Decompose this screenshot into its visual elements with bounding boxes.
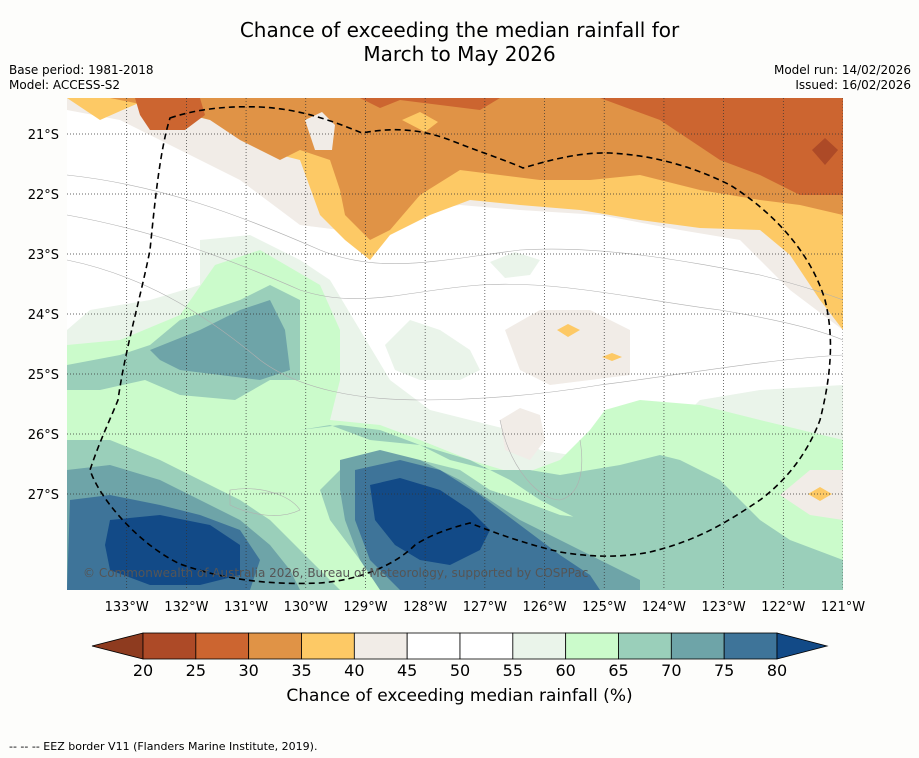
longitude-label: 124°W xyxy=(642,600,686,615)
colorbar-segment xyxy=(353,632,408,660)
colorbar-tick-label: 70 xyxy=(661,661,681,680)
colorbar: 20 25 30 35 40 45 50 55 60 65 70 75 80 xyxy=(91,632,829,680)
longitude-label: 126°W xyxy=(522,600,566,615)
zone-30-band-north xyxy=(360,98,500,110)
title-line-1: Chance of exceeding the median rainfall … xyxy=(239,18,680,42)
latitude-labels: 21°S 22°S 23°S 24°S 25°S 26°S 27°S xyxy=(28,128,59,503)
eez-border xyxy=(89,105,832,585)
probability-contours xyxy=(67,98,843,590)
colorbar-tick-label: 25 xyxy=(186,661,206,680)
colorbar-segment xyxy=(618,632,672,660)
zone-35-band xyxy=(110,98,843,240)
colorbar-segment xyxy=(406,632,461,660)
issued-label: Issued: 16/02/2026 xyxy=(795,78,911,92)
colorbar-over-arrow xyxy=(776,632,829,660)
latitude-label: 24°S xyxy=(28,308,59,323)
longitude-label: 133°W xyxy=(105,600,149,615)
zone-80-band-centre xyxy=(370,478,490,565)
zone-45-patch-north xyxy=(305,112,335,150)
colorbar-tick-label: 65 xyxy=(608,661,628,680)
zone-55-patch-centre xyxy=(385,320,480,380)
thin-contour-lines xyxy=(67,174,843,516)
longitude-labels: 133°W 132°W 131°W 130°W 129°W 128°W 127°W 126°W… xyxy=(105,600,866,615)
model-label: Model: ACCESS-S2 xyxy=(9,78,121,92)
colorbar-title: Chance of exceeding median rainfall (%) xyxy=(286,686,633,706)
zone-25-band xyxy=(812,138,838,165)
latitude-label: 25°S xyxy=(28,368,59,383)
longitude-label: 130°W xyxy=(284,600,328,615)
colorbar-under-arrow xyxy=(91,632,144,660)
zone-40-patch-north xyxy=(402,112,438,132)
longitude-label: 123°W xyxy=(702,600,746,615)
eez-footnote: -- -- -- EEZ border V11 (Flanders Marine… xyxy=(9,740,318,753)
zone-30-band-west xyxy=(135,98,205,130)
colorbar-tick-label: 30 xyxy=(238,661,258,680)
colorbar-tick-label: 20 xyxy=(133,661,153,680)
graticule xyxy=(67,98,843,590)
colorbar-tick-label: 50 xyxy=(450,661,470,680)
colorbar-segment xyxy=(248,632,302,660)
longitude-label: 121°W xyxy=(821,600,865,615)
latitude-label: 22°S xyxy=(28,188,59,203)
colorbar-tick-label: 35 xyxy=(291,661,311,680)
longitude-label: 127°W xyxy=(463,600,507,615)
latitude-label: 21°S xyxy=(28,128,59,143)
colorbar-segment xyxy=(459,632,514,660)
zone-40-speck-2 xyxy=(602,353,622,361)
longitude-label: 125°W xyxy=(582,600,626,615)
colorbar-tick-label: 55 xyxy=(503,661,523,680)
map-plot-area: © Commonwealth of Australia 2026, Bureau… xyxy=(67,98,843,590)
latitude-label: 23°S xyxy=(28,248,59,263)
model-run-label: Model run: 14/02/2026 xyxy=(773,63,911,77)
metadata-left: Base period: 1981-2018 Model: ACCESS-S2 xyxy=(9,63,154,93)
zone-70-band xyxy=(150,300,290,380)
colorbar-tick-label: 60 xyxy=(555,661,575,680)
latitude-label: 26°S xyxy=(28,428,59,443)
colorbar-segment xyxy=(565,632,619,660)
zone-45-patch-southeast xyxy=(500,408,545,460)
colorbar-segment xyxy=(142,632,197,660)
colorbar-segment xyxy=(670,632,725,660)
zone-30-band xyxy=(600,98,843,195)
colorbar-tick-label: 80 xyxy=(767,661,787,680)
colorbar-tick-label: 40 xyxy=(344,661,364,680)
copyright-text: © Commonwealth of Australia 2026, Bureau… xyxy=(83,566,588,580)
zone-80-band xyxy=(105,515,240,585)
longitude-label: 122°W xyxy=(761,600,805,615)
zone-55-patch-top xyxy=(490,252,540,278)
metadata-right: Model run: 14/02/2026 Issued: 16/02/2026 xyxy=(774,63,911,93)
colorbar-segment xyxy=(512,632,567,660)
longitude-label: 129°W xyxy=(343,600,387,615)
colorbar-tick-label: 75 xyxy=(714,661,734,680)
colorbar-segment xyxy=(301,632,355,660)
longitude-label: 131°W xyxy=(224,600,268,615)
colorbar-segment xyxy=(723,632,778,660)
colorbar-segment xyxy=(195,632,250,660)
colorbar-tick-label: 45 xyxy=(397,661,417,680)
longitude-label: 128°W xyxy=(403,600,447,615)
zone-45-patch-east xyxy=(505,310,630,385)
latitude-label: 27°S xyxy=(28,488,59,503)
title-line-2: March to May 2026 xyxy=(363,42,556,66)
base-period-label: Base period: 1981-2018 xyxy=(9,63,154,77)
map-title: Chance of exceeding the median rainfall … xyxy=(0,18,919,66)
zone-40-speck-1 xyxy=(557,324,580,337)
longitude-label: 132°W xyxy=(164,600,208,615)
